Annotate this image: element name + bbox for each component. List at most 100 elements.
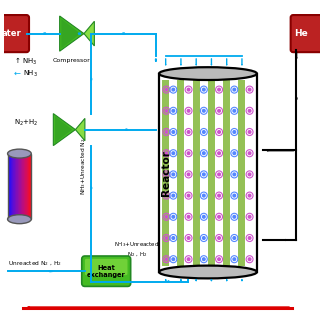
Text: N$_2$+H$_2$: N$_2$+H$_2$ xyxy=(14,117,38,128)
Circle shape xyxy=(203,152,205,155)
Circle shape xyxy=(203,88,205,91)
Circle shape xyxy=(165,237,168,239)
Circle shape xyxy=(203,237,205,239)
Text: ←: ← xyxy=(14,69,21,78)
Text: Reactor: Reactor xyxy=(161,150,171,196)
Circle shape xyxy=(187,194,190,197)
Circle shape xyxy=(248,109,251,112)
Circle shape xyxy=(218,88,220,91)
Circle shape xyxy=(165,131,168,133)
Circle shape xyxy=(187,131,190,133)
Text: He: He xyxy=(294,29,308,38)
Bar xyxy=(223,80,230,266)
Circle shape xyxy=(233,237,236,239)
Circle shape xyxy=(203,131,205,133)
Circle shape xyxy=(218,109,220,112)
Circle shape xyxy=(248,215,251,218)
Bar xyxy=(10,154,11,219)
Text: Compressor: Compressor xyxy=(53,58,91,63)
Bar xyxy=(21,154,22,219)
Circle shape xyxy=(203,194,205,197)
Circle shape xyxy=(203,109,205,112)
Ellipse shape xyxy=(8,149,31,158)
Circle shape xyxy=(218,173,220,176)
Circle shape xyxy=(172,194,175,197)
Circle shape xyxy=(165,88,168,91)
Circle shape xyxy=(165,258,168,260)
Bar xyxy=(16,154,17,219)
Bar xyxy=(12,154,13,219)
Circle shape xyxy=(187,173,190,176)
Bar xyxy=(20,154,21,219)
Bar xyxy=(14,154,15,219)
Bar xyxy=(162,80,169,266)
Circle shape xyxy=(233,152,236,155)
Bar xyxy=(19,154,20,219)
Ellipse shape xyxy=(159,266,257,278)
Circle shape xyxy=(233,215,236,218)
Circle shape xyxy=(233,194,236,197)
Circle shape xyxy=(187,237,190,239)
Text: NH$_3$+Unreacted N$_2$ , H$_2$: NH$_3$+Unreacted N$_2$ , H$_2$ xyxy=(79,125,88,195)
Bar xyxy=(238,80,245,266)
Circle shape xyxy=(187,152,190,155)
Polygon shape xyxy=(84,21,94,46)
Bar xyxy=(178,80,184,266)
Bar xyxy=(159,74,257,272)
FancyBboxPatch shape xyxy=(82,256,131,286)
Bar xyxy=(17,154,18,219)
Polygon shape xyxy=(55,116,72,143)
Circle shape xyxy=(233,88,236,91)
Ellipse shape xyxy=(8,215,31,224)
Text: NH$_3$+Unreacted
N$_2$ , H$_2$: NH$_3$+Unreacted N$_2$ , H$_2$ xyxy=(114,240,160,259)
Bar xyxy=(25,154,26,219)
Text: ↑ NH$_3$: ↑ NH$_3$ xyxy=(14,56,37,67)
FancyBboxPatch shape xyxy=(0,15,29,52)
Bar xyxy=(208,80,215,266)
Bar xyxy=(27,154,28,219)
Bar xyxy=(193,80,200,266)
Bar xyxy=(13,154,14,219)
Circle shape xyxy=(187,215,190,218)
Circle shape xyxy=(165,152,168,155)
Circle shape xyxy=(172,237,175,239)
Circle shape xyxy=(172,173,175,176)
Bar xyxy=(9,154,10,219)
Polygon shape xyxy=(60,16,84,51)
Circle shape xyxy=(172,131,175,133)
Circle shape xyxy=(203,173,205,176)
Circle shape xyxy=(187,109,190,112)
Polygon shape xyxy=(61,19,80,49)
Bar xyxy=(23,154,24,219)
Bar xyxy=(28,154,29,219)
Text: NH$_3$: NH$_3$ xyxy=(23,68,38,79)
Circle shape xyxy=(165,173,168,176)
Circle shape xyxy=(218,258,220,260)
Circle shape xyxy=(248,237,251,239)
Circle shape xyxy=(248,152,251,155)
Text: Unreacted N$_2$ , H$_2$: Unreacted N$_2$ , H$_2$ xyxy=(8,260,61,268)
Circle shape xyxy=(172,109,175,112)
Bar xyxy=(11,154,12,219)
Text: ater: ater xyxy=(2,29,21,38)
Circle shape xyxy=(233,131,236,133)
Circle shape xyxy=(233,258,236,260)
Polygon shape xyxy=(53,114,76,146)
Bar xyxy=(29,154,30,219)
Circle shape xyxy=(248,88,251,91)
Circle shape xyxy=(248,131,251,133)
Circle shape xyxy=(187,88,190,91)
Circle shape xyxy=(218,194,220,197)
Circle shape xyxy=(248,194,251,197)
Circle shape xyxy=(203,215,205,218)
Circle shape xyxy=(203,258,205,260)
Text: Heat
exchanger: Heat exchanger xyxy=(87,265,125,278)
Circle shape xyxy=(165,215,168,218)
Bar xyxy=(18,154,19,219)
Bar xyxy=(8,154,31,219)
FancyBboxPatch shape xyxy=(85,259,127,275)
Circle shape xyxy=(165,194,168,197)
Circle shape xyxy=(218,152,220,155)
Bar xyxy=(8,154,9,219)
Bar xyxy=(22,154,23,219)
